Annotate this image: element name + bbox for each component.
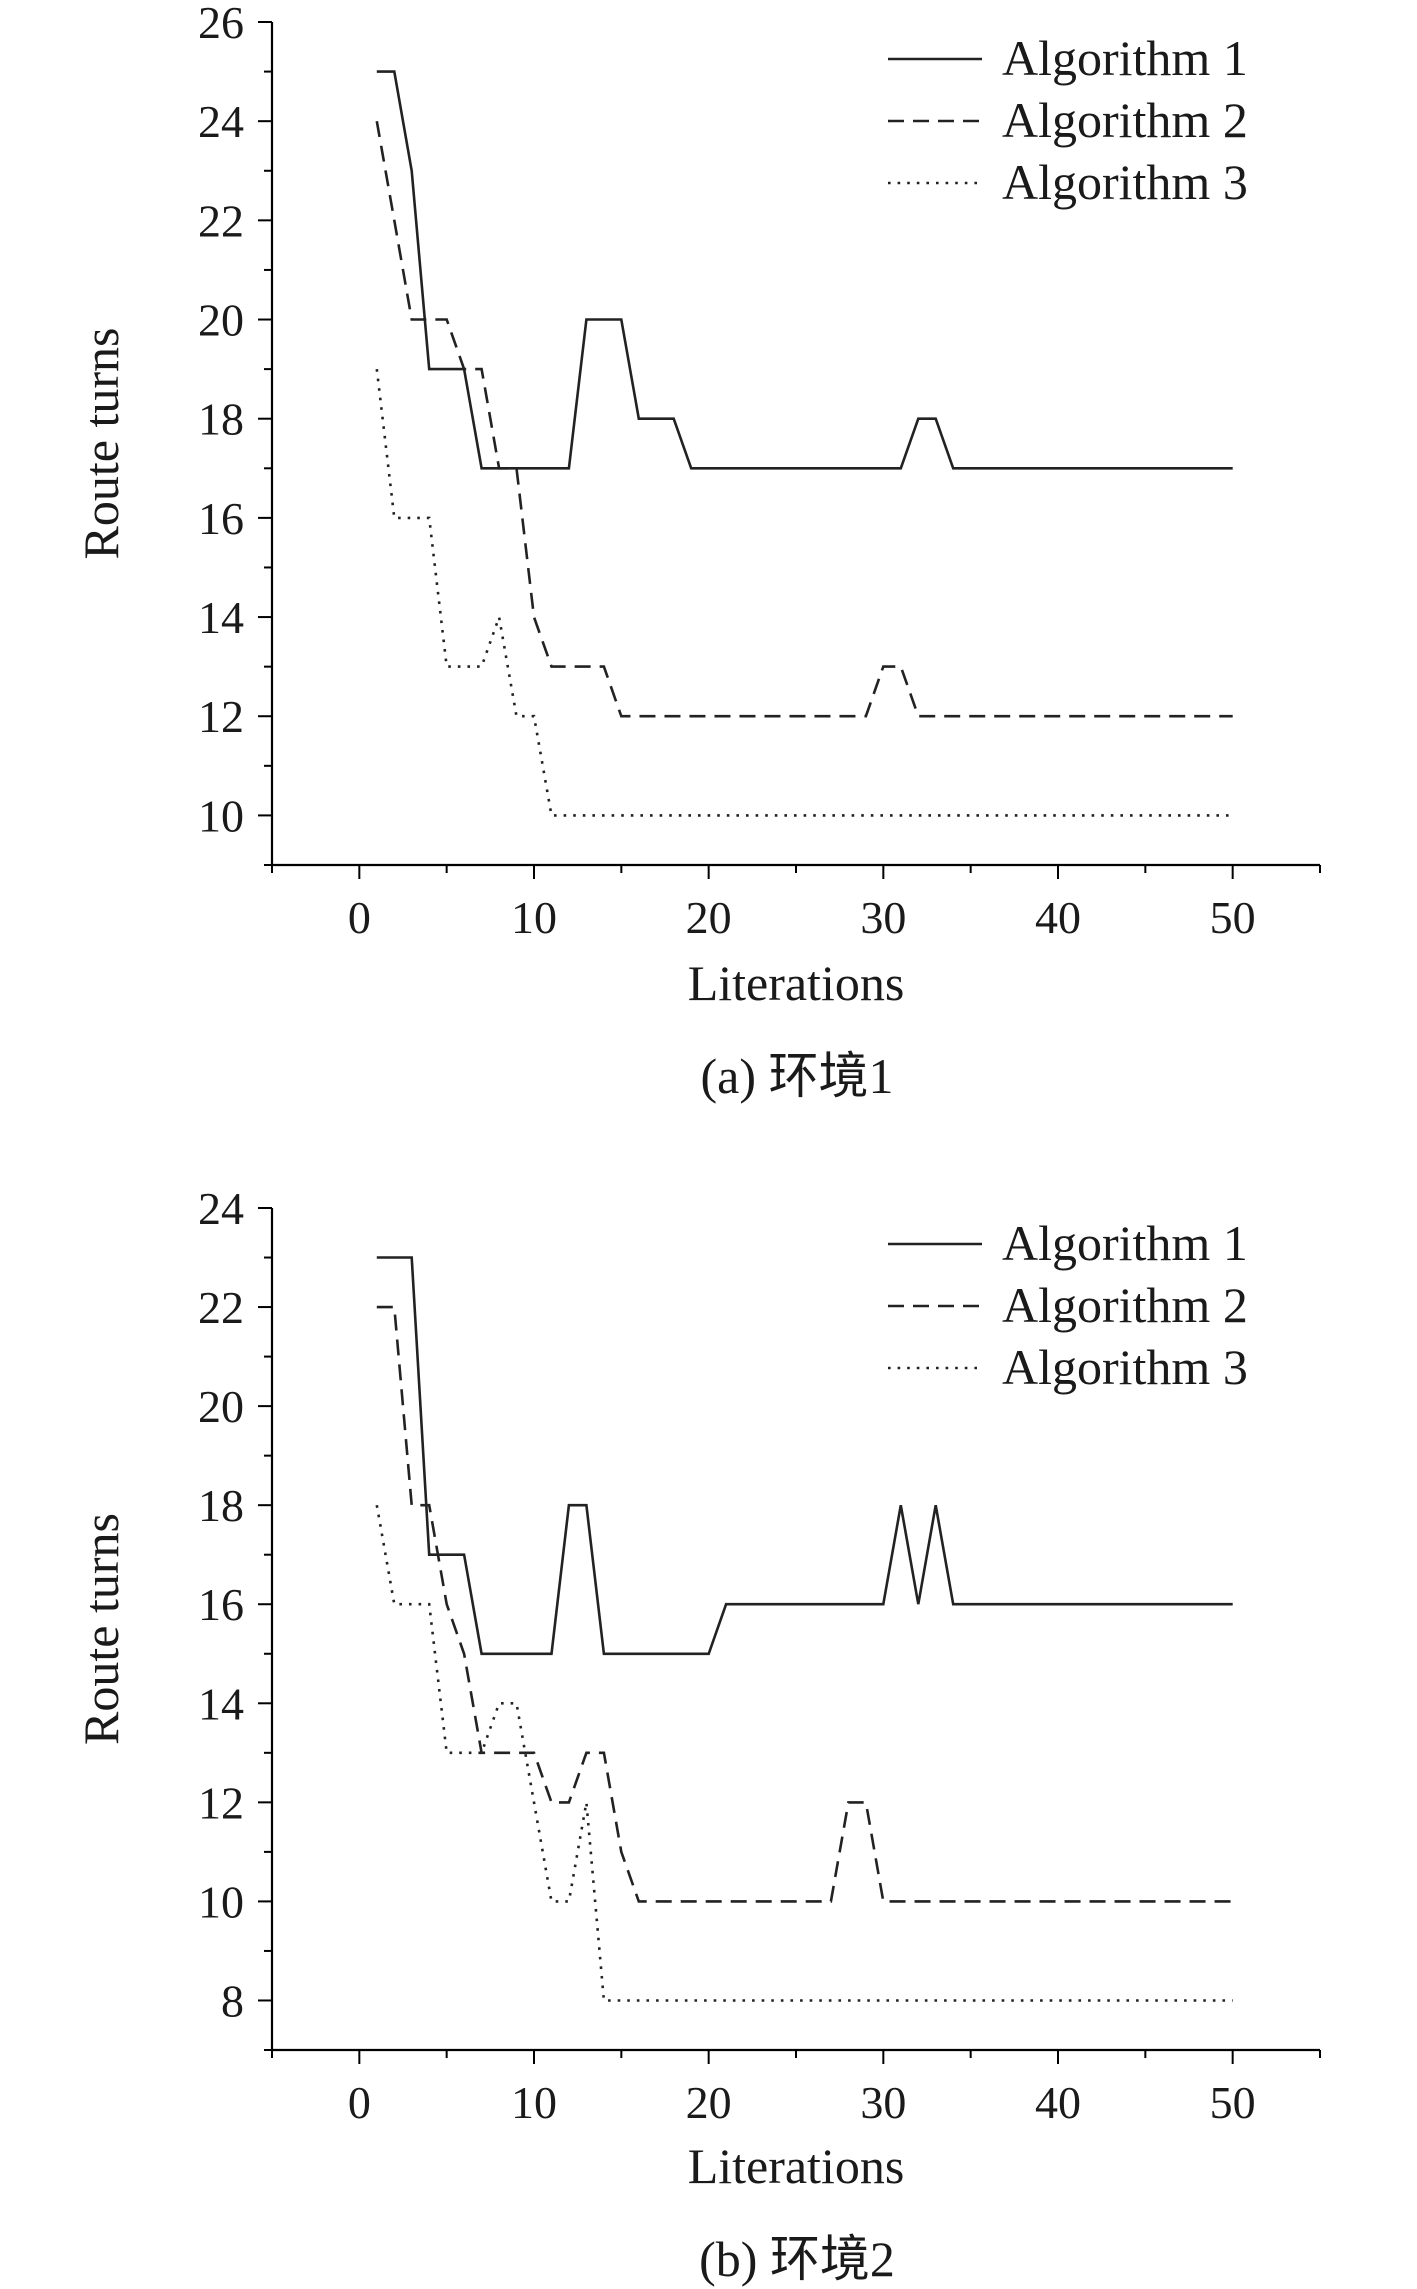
y-tick-label-b: 20	[198, 1381, 244, 1432]
series-line-b-2	[376, 1305, 1233, 1903]
x-tick-label-b: 40	[1035, 2077, 1081, 2128]
legend-label-b-2: Algorithm 2	[1002, 1277, 1248, 1333]
chart-panel-a: (a) 环境1 10 12 14 16 18 20 22 24 26 0 10 20 30 40 50 Lit…	[73, 0, 1321, 1104]
series-line-a-1	[376, 70, 1233, 470]
x-axis-title-b: Literations	[688, 2138, 905, 2194]
series-line-a-2	[375, 120, 1233, 718]
chart-panel-b: (b) 环境2 8 10 12 14 16 18 20 22 24 0 10 20 30 40 50 Lite…	[73, 1183, 1321, 2287]
x-tick-label-b: 20	[686, 2077, 732, 2128]
y-axis-title-a: Route turns	[73, 328, 129, 560]
y-tick-label-a: 26	[198, 0, 244, 48]
y-tick-label-b: 10	[198, 1876, 244, 1927]
legend-label-a-2: Algorithm 2	[1002, 92, 1248, 148]
y-tick-label-a: 22	[198, 195, 244, 246]
legend-label-a-3: Algorithm 3	[1002, 154, 1248, 210]
y-tick-label-b: 14	[198, 1678, 244, 1729]
y-tick-label-a: 24	[198, 96, 244, 147]
series-line-b-1	[376, 1256, 1233, 1656]
x-tick-label-a: 30	[860, 892, 906, 943]
y-tick-label-a: 20	[198, 295, 244, 346]
y-tick-label-b: 18	[198, 1480, 244, 1531]
x-axis-title-a: Literations	[688, 955, 905, 1011]
x-tick-label-a: 0	[348, 892, 371, 943]
y-tick-label-b: 16	[198, 1579, 244, 1630]
y-tick-label-a: 14	[198, 592, 244, 643]
x-tick-label-a: 40	[1035, 892, 1081, 943]
y-axis-title-b: Route turns	[73, 1513, 129, 1745]
legend-label-b-3: Algorithm 3	[1002, 1339, 1248, 1395]
caption-b: (b) 环境2	[699, 2231, 895, 2287]
x-tick-label-b: 30	[860, 2077, 906, 2128]
y-tick-label-a: 18	[198, 394, 244, 445]
caption-a: (a) 环境1	[701, 1048, 894, 1104]
y-tick-label-a: 16	[198, 493, 244, 544]
x-tick-label-b: 0	[348, 2077, 371, 2128]
x-tick-label-a: 20	[686, 892, 732, 943]
y-tick-label-a: 12	[198, 691, 244, 742]
x-tick-label-b: 10	[511, 2077, 557, 2128]
y-tick-label-b: 8	[221, 1975, 244, 2026]
y-tick-label-b: 12	[198, 1777, 244, 1828]
legend-label-a-1: Algorithm 1	[1002, 30, 1248, 86]
y-tick-label-a: 10	[198, 790, 244, 841]
x-tick-label-a: 10	[511, 892, 557, 943]
x-tick-label-a: 50	[1210, 892, 1256, 943]
series-line-b-3	[375, 1504, 1233, 2002]
series-line-a-3	[375, 368, 1233, 817]
x-tick-label-b: 50	[1210, 2077, 1256, 2128]
legend-label-b-1: Algorithm 1	[1002, 1215, 1248, 1271]
y-tick-label-b: 24	[198, 1183, 244, 1234]
y-tick-label-b: 22	[198, 1282, 244, 1333]
